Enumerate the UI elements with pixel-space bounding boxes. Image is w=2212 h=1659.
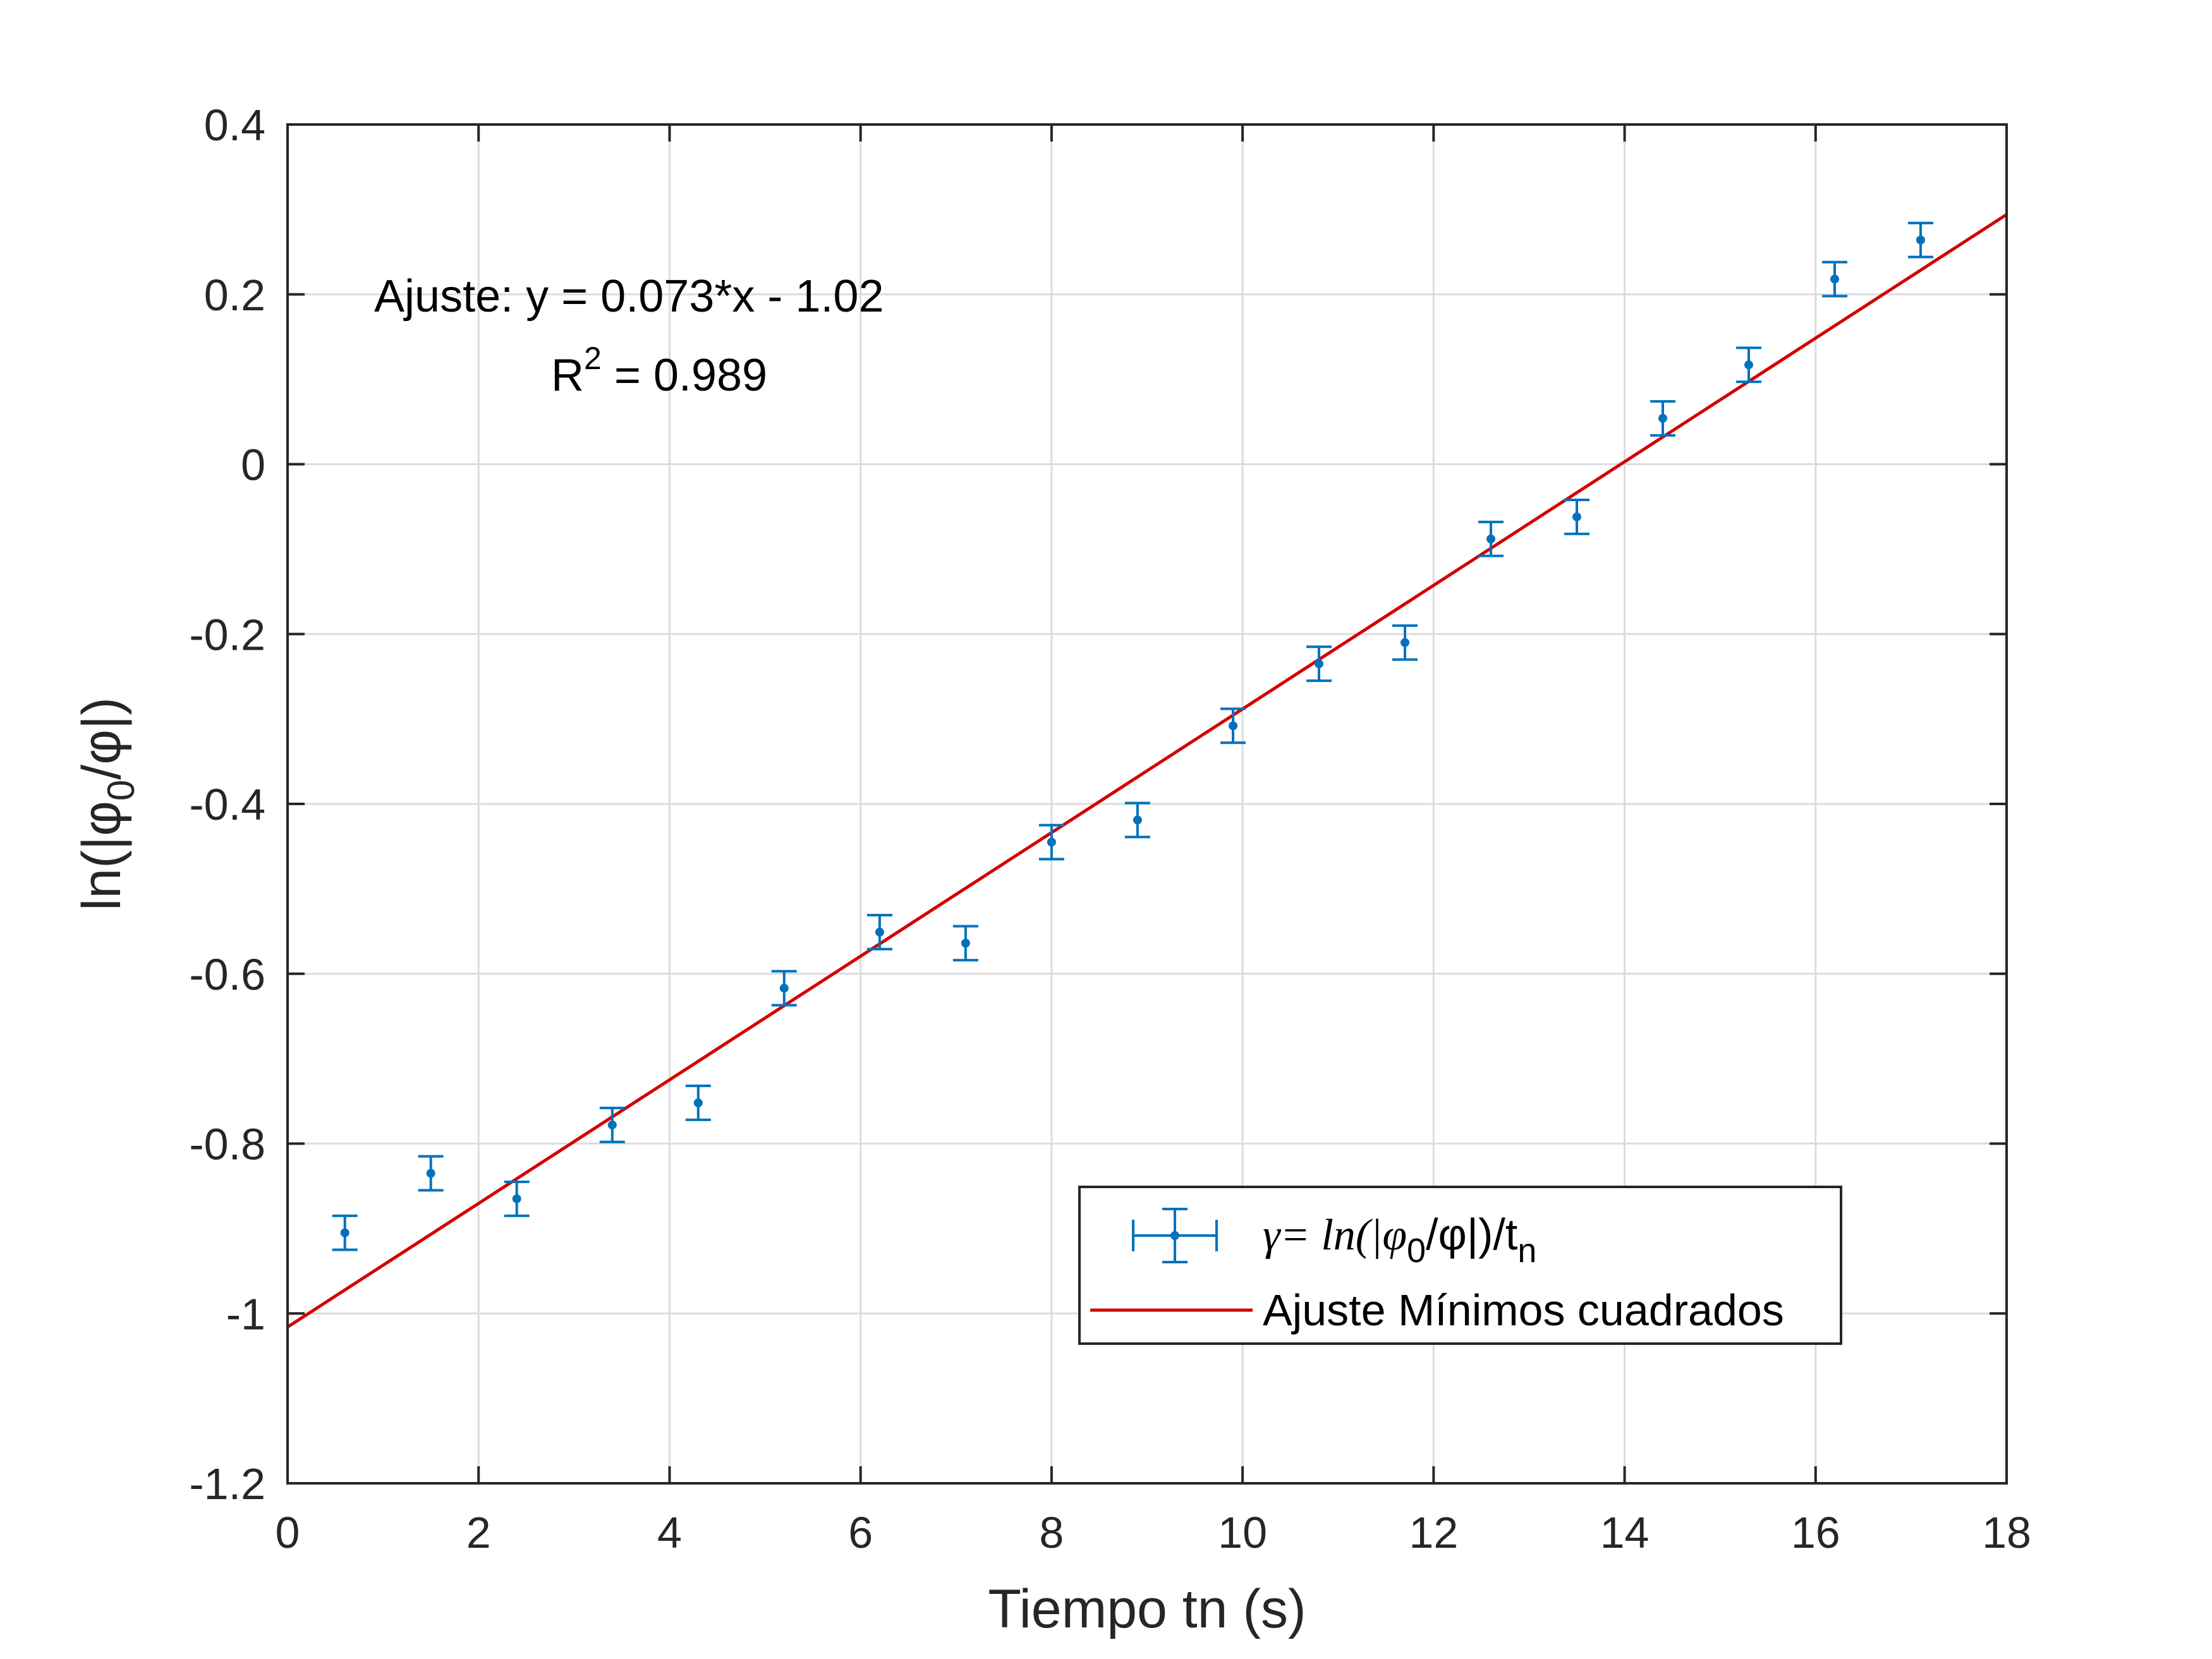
x-tick-label: 16 [1791,1508,1840,1557]
errorbar-point [1822,260,1847,298]
y-tick-label: 0.2 [204,270,265,320]
legend-label-prefix: γ= ln(|φ [1263,1211,1407,1260]
y-axis-title-suffix: /φ|) [71,697,132,780]
errorbar-point [952,925,978,962]
errorbar-point [866,914,892,951]
data-point-marker [1133,815,1142,825]
r2-superscript: 2 [584,341,602,376]
data-point-marker [1830,274,1839,284]
y-axis-title-subscript: 0 [100,780,142,801]
legend-label-sub2: n [1517,1232,1536,1270]
r2-value: = 0.989 [602,350,767,401]
legend: γ= ln(|φ0/φ|)/tn Ajuste Mínimos cuadrado… [1078,1186,1842,1345]
y-tick-label: -1.2 [189,1459,265,1509]
data-point-marker [875,927,884,937]
errorbar-point [504,1180,530,1217]
y-tick-label: 0.4 [204,100,265,150]
y-tick-label: -0.8 [189,1120,265,1169]
x-tick-label: 0 [276,1508,300,1557]
y-tick-label: -0.4 [189,780,265,829]
errorbar-point [1478,520,1504,557]
data-point-marker [779,983,789,993]
y-tick-label: 0 [241,441,265,490]
data-point-marker [1572,512,1581,521]
fit-line [286,213,2008,1328]
y-tick-label: -1 [226,1289,265,1339]
y-axis-title: ln(|φ0/φ|) [71,697,142,911]
y-tick-label: -0.6 [189,950,265,999]
ticks [286,123,2008,1485]
data-point-marker [693,1098,703,1107]
data-point-marker [1401,638,1409,647]
errorbar-point [1650,400,1675,437]
legend-label-fit: Ajuste Mínimos cuadrados [1263,1285,1784,1335]
errorbar-point [332,1214,358,1251]
errorbar-point [771,969,797,1007]
data-points-layer [332,221,1933,1251]
y-axis-title-prefix: ln(|φ [71,801,132,911]
x-tick-label: 10 [1218,1508,1267,1557]
errorbar-point [1038,823,1064,861]
fit-line-layer [286,213,2008,1328]
data-point-marker [1658,413,1667,423]
fit-equation-annotation: Ajuste: y = 0.073*x - 1.02 [374,271,884,322]
x-tick-label: 6 [848,1508,873,1557]
errorbar-point [1392,624,1418,661]
x-tick-label: 12 [1409,1508,1458,1557]
legend-label-sub1: 0 [1407,1232,1426,1270]
legend-label-mid: /φ|)/t [1426,1210,1517,1259]
legend-box [1078,1186,1842,1345]
x-tick-label: 4 [657,1508,682,1557]
r2-label: R [551,350,584,401]
x-axis-title: Tiempo tn (s) [988,1579,1306,1639]
legend-label-errorbar: γ= ln(|φ0/φ|)/tn [1263,1210,1536,1270]
errorbar-point [1908,221,1933,258]
data-point-marker [426,1169,435,1178]
errorbar-point [1306,645,1332,683]
data-point-marker [1486,534,1495,544]
data-point-marker [1744,360,1753,370]
errorbar-point [1220,707,1246,744]
data-point-marker [1229,721,1237,731]
data-point-marker [607,1120,617,1129]
data-point-marker [1916,235,1925,245]
data-point-marker [961,939,970,948]
x-tick-label: 8 [1039,1508,1064,1557]
y-tick-label: -0.2 [189,610,265,659]
x-tick-label: 2 [466,1508,491,1557]
errorbar-point [599,1107,625,1143]
legend-errorbar-symbol [1132,1208,1218,1263]
x-tick-label: 18 [1982,1508,2031,1557]
r2-annotation: R2 = 0.989 [551,341,767,401]
errorbar-point [418,1155,444,1192]
data-point-marker [1315,659,1323,669]
errorbar-point [685,1085,711,1121]
errorbar-point [1564,498,1589,535]
x-tick-label: 14 [1600,1508,1650,1557]
data-point-marker [1047,837,1056,847]
errorbar-point [1736,346,1761,384]
data-point-marker [512,1194,521,1203]
data-point-marker [340,1228,349,1237]
errorbar-point [1124,801,1150,839]
tick-labels: 0 2 4 6 8 10 12 14 16 18 -1.2 -1 -0.8 -0.6 -0.4 -0.2 0 0.… [189,100,2031,1557]
